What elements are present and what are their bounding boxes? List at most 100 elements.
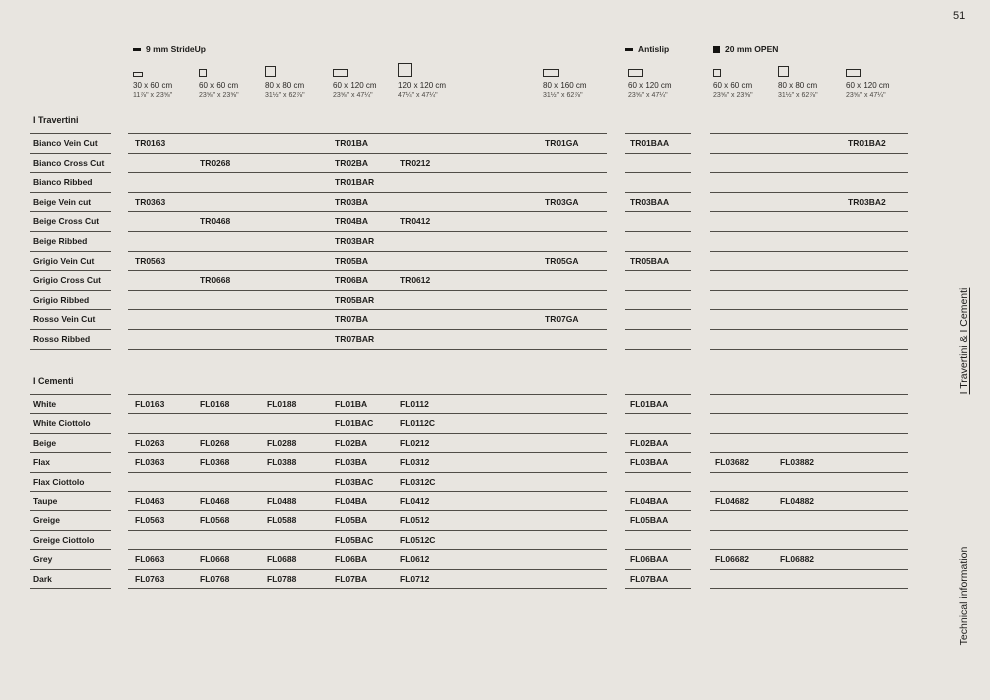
table-row: FL0263 FL0268 FL0288 FL02BA FL0212 [128,434,607,454]
table-row: White [30,395,111,415]
table-row: TR05BAR [128,291,607,311]
product-code-cell: TR0668 [200,275,231,286]
table-row [625,531,691,551]
table-row [625,330,691,350]
table-row: Flax Ciottolo [30,473,111,492]
product-code-cell: TR0563 [135,255,166,266]
table-row: Grigio Vein Cut [30,252,111,272]
tile-60x120-icon [333,69,348,77]
table-row: TR05BAA [625,252,691,272]
table-row: White Ciottolo [30,414,111,434]
product-code-cell: TR04BA [335,216,369,227]
table-row: TR0363 TR03BA TR03GA [128,193,607,213]
page-number: 51 [953,10,966,22]
size-column: 30 x 60 cm 11⅞" x 23⅝" [133,57,195,99]
size-cm-label: 60 x 120 cm [333,81,377,90]
size-column: 80 x 80 cm 31½" x 62⅞" [265,57,327,99]
product-code-cell: FL0388 [267,457,297,468]
product-code-cell: TR0468 [200,216,231,227]
table-row: FL0563 FL0568 FL0588 FL05BA FL0512 [128,511,607,531]
row-label: Grigio Cross Cut [33,275,102,286]
size-inch-label: 31½" x 62⅞" [265,92,305,99]
product-code-cell: FL05BA [335,515,368,526]
open-code-grid: FL03682 FL03882 FL04682 FL04882 FL06682 FL068… [710,394,908,589]
table-row: TR03BA2 [710,193,908,213]
table-row: FL0463 FL0468 FL0488 FL04BA FL0412 [128,492,607,512]
product-code-cell: FL03BAC [335,476,374,487]
product-code-cell: TR06BA [335,275,369,286]
table-row [710,291,908,311]
product-code-cell: FL0363 [135,457,165,468]
legend-antislip-label: Antislip [638,44,670,54]
table-row [710,395,908,415]
product-code-cell: FL0512C [400,534,436,545]
product-code-cell: FL03BAA [630,457,669,468]
tile-80x80-icon [778,66,789,77]
table-row: TR01BAA [625,134,691,154]
product-code-cell: FL02BAA [630,437,669,448]
product-code-cell: FL0612 [400,554,430,565]
table-row [625,310,691,330]
product-code-cell: TR07GA [545,314,579,325]
product-code-cell: TR01GA [545,138,579,148]
tile-120x120-icon [398,63,412,77]
size-column: 120 x 120 cm 47¼" x 47¼" [398,57,460,99]
side-footer-label: Technical information [958,546,970,646]
table-row: TR03BAA [625,193,691,213]
table-row: Bianco Ribbed [30,173,111,193]
size-cm-label: 120 x 120 cm [398,81,447,90]
table-row: FL01BAC FL0112C [128,414,607,434]
product-code-cell: TR05BAA [630,255,670,266]
row-label: Dark [33,573,52,584]
size-inch-label: 23⅝" x 23⅝" [713,92,753,99]
table-row: FL0163 FL0168 FL0188 FL01BA FL0112 [128,395,607,415]
product-code-cell: FL05BAA [630,515,669,526]
row-label: Taupe [33,495,58,506]
tile-60x120-icon [846,69,861,77]
tile-60x120-icon [628,69,643,77]
product-code-cell: FL0412 [400,495,430,506]
table-row [710,212,908,232]
product-code-cell: FL0312C [400,476,436,487]
table-row [710,271,908,291]
size-cm-label: 60 x 60 cm [199,81,239,90]
table-row: FL07BAA [625,570,691,589]
antislip-code-grid: TR01BAA TR03BAA TR05BAA [625,133,691,350]
table-row: Beige [30,434,111,454]
row-label: Beige Vein cut [33,196,92,207]
size-cm-label: 60 x 60 cm [713,81,753,90]
open-thickness-icon [713,45,720,53]
product-code-cell: FL04BA [335,495,368,506]
table-row: Grey [30,550,111,570]
product-code-cell: FL0688 [267,554,297,565]
table-row: FL0363 FL0368 FL0388 FL03BA FL0312 [128,453,607,473]
product-code-cell: FL0268 [200,437,230,448]
tile-80x160-icon [543,69,559,77]
table-row [710,330,908,350]
table-row [710,414,908,434]
table-row [625,473,691,492]
row-label: Bianco Cross Cut [33,157,105,168]
tile-icon-slot [543,57,605,77]
section-title: I Travertini [33,115,79,125]
table-row: FL01BAA [625,395,691,415]
table-row: TR0468 TR04BA TR0412 [128,212,607,232]
product-code-cell: TR05BAR [335,294,375,305]
table-row: TR07BA TR07GA [128,310,607,330]
size-cm-label: 80 x 80 cm [778,81,818,90]
product-code-cell: TR0412 [400,216,431,227]
antislip-thickness-icon [625,47,633,51]
table-row: FL03BAC FL0312C [128,473,607,492]
legend-strideup-label: 9 mm StrideUp [146,44,206,54]
row-label: White Ciottolo [33,418,91,429]
size-column: 60 x 120 cm 23⅝" x 47¼" [333,57,395,99]
size-cm-label: 60 x 120 cm [628,81,672,90]
table-row: Greige [30,511,111,531]
size-column: 60 x 120 cm 23⅝" x 47¼" [628,57,690,99]
row-label: White [33,399,57,409]
table-row: FL06BAA [625,550,691,570]
size-cm-label: 80 x 160 cm [543,81,587,90]
legend-antislip: Antislip [625,44,669,54]
product-code-cell: TR01BA2 [848,138,886,148]
product-code-cell: TR07BA [335,314,369,325]
